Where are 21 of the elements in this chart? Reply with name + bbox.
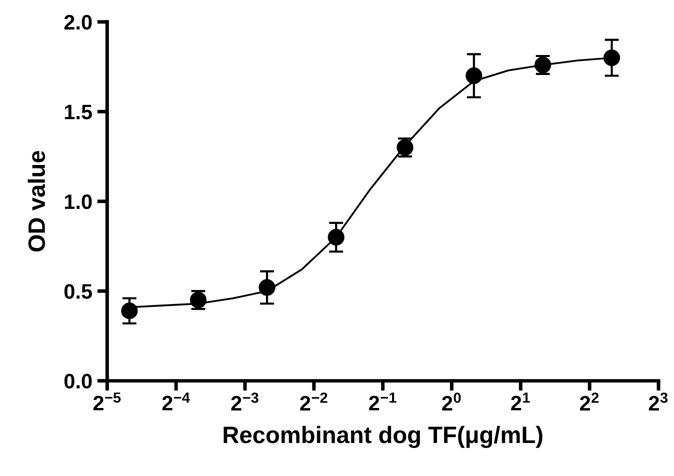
point [121, 302, 138, 320]
point [603, 49, 620, 66]
x-tick-label: 2$^{−5}$ [93, 392, 121, 410]
x-tick-label: 2$^{1}$ [511, 392, 530, 410]
x-tick-label: 2$^{−1}$ [369, 392, 396, 410]
x-tick-label: 2$^{−3}$ [231, 392, 258, 410]
point [258, 279, 276, 296]
y-tick-label: 2.0 [64, 14, 92, 30]
y-tick-label: 0.5 [64, 284, 92, 299]
x-tick-label: 2$^{0}$ [442, 392, 461, 410]
point [466, 67, 482, 84]
x-tick-label: 2$^{−4}$ [162, 392, 190, 410]
y-tick-label: 1.5 [64, 104, 92, 120]
y-tick-label: 1.0 [64, 194, 92, 210]
x-tick-label: 2$^{−2}$ [300, 392, 328, 410]
y-tick-label: 0.0 [64, 374, 92, 389]
x-tick-label: 2$^{3}$ [648, 392, 668, 410]
x-tick-label: 2$^{2}$ [580, 392, 599, 410]
y-axis-title: OD value [28, 150, 46, 252]
point [328, 228, 344, 246]
x-axis-title: Recombinant dog TF(μg/mL) [224, 426, 542, 448]
